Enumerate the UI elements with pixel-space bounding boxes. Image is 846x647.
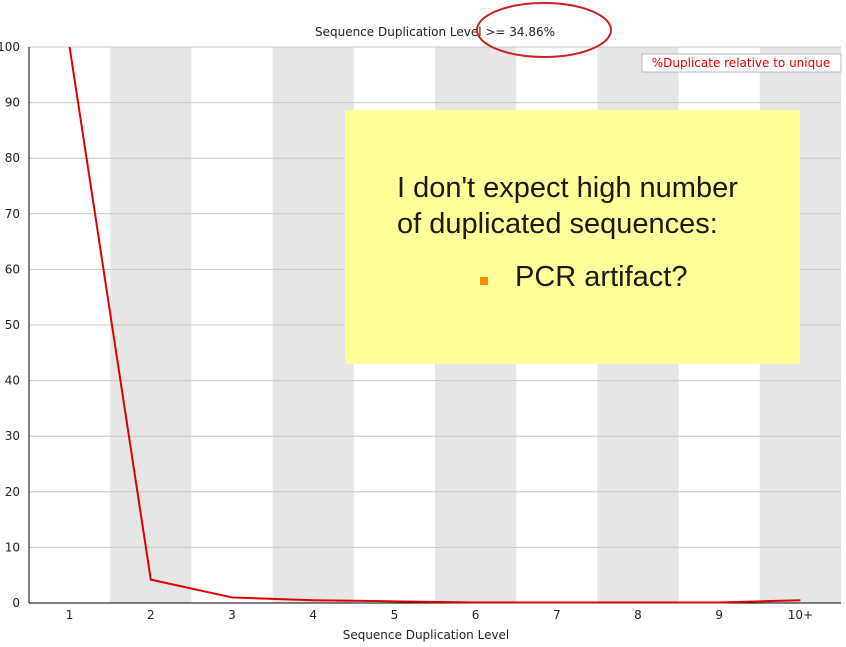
- y-tick-label-80: 80: [5, 151, 20, 165]
- series-lines: [68, 46, 801, 604]
- x-tick-label-9: 9: [715, 608, 723, 622]
- highlight-ellipse: [476, 2, 612, 58]
- callout-text: I don't expect high number of duplicated…: [397, 170, 797, 242]
- callout-line-2: of duplicated sequences:: [397, 208, 718, 240]
- y-tick-label-60: 60: [5, 262, 20, 276]
- x-tick-label-4: 4: [309, 608, 317, 622]
- y-tick-label-0: 0: [12, 596, 20, 610]
- callout-line-1: I don't expect high number: [397, 172, 738, 204]
- x-tick-label-3: 3: [228, 608, 236, 622]
- chart-title: Sequence Duplication Level >= 34.86%: [315, 25, 555, 39]
- legend: %Duplicate relative to unique: [641, 53, 842, 73]
- y-tick-label-10: 10: [5, 540, 20, 554]
- x-tick-label-6: 6: [472, 608, 480, 622]
- annotation-callout: I don't expect high number of duplicated…: [345, 110, 800, 364]
- y-tick-label-90: 90: [5, 96, 20, 110]
- x-tick-label-1: 1: [66, 608, 74, 622]
- y-tick-labels: 0 10 20 30 40 50 60 70 80 90 100: [0, 40, 20, 610]
- y-tick-label-100: 100: [0, 40, 20, 54]
- y-tick-label-30: 30: [5, 429, 20, 443]
- series-line-0: [68, 46, 801, 604]
- legend-label: %Duplicate relative to unique: [652, 56, 830, 70]
- y-tick-label-20: 20: [5, 485, 20, 499]
- x-axis-label: Sequence Duplication Level: [343, 628, 510, 642]
- x-tick-label-8: 8: [634, 608, 642, 622]
- x-tick-label-2: 2: [147, 608, 155, 622]
- callout-bullet-text: PCR artifact?: [515, 261, 688, 293]
- x-tick-label-10+: 10+: [788, 608, 813, 622]
- x-tick-labels: 1 2 3 4 5 6 7 8 9 10+: [66, 608, 813, 622]
- x-tick-label-5: 5: [391, 608, 399, 622]
- y-tick-label-70: 70: [5, 207, 20, 221]
- y-tick-label-40: 40: [5, 374, 20, 388]
- bullet-icon: [480, 277, 488, 285]
- y-tick-label-50: 50: [5, 318, 20, 332]
- x-tick-label-7: 7: [553, 608, 561, 622]
